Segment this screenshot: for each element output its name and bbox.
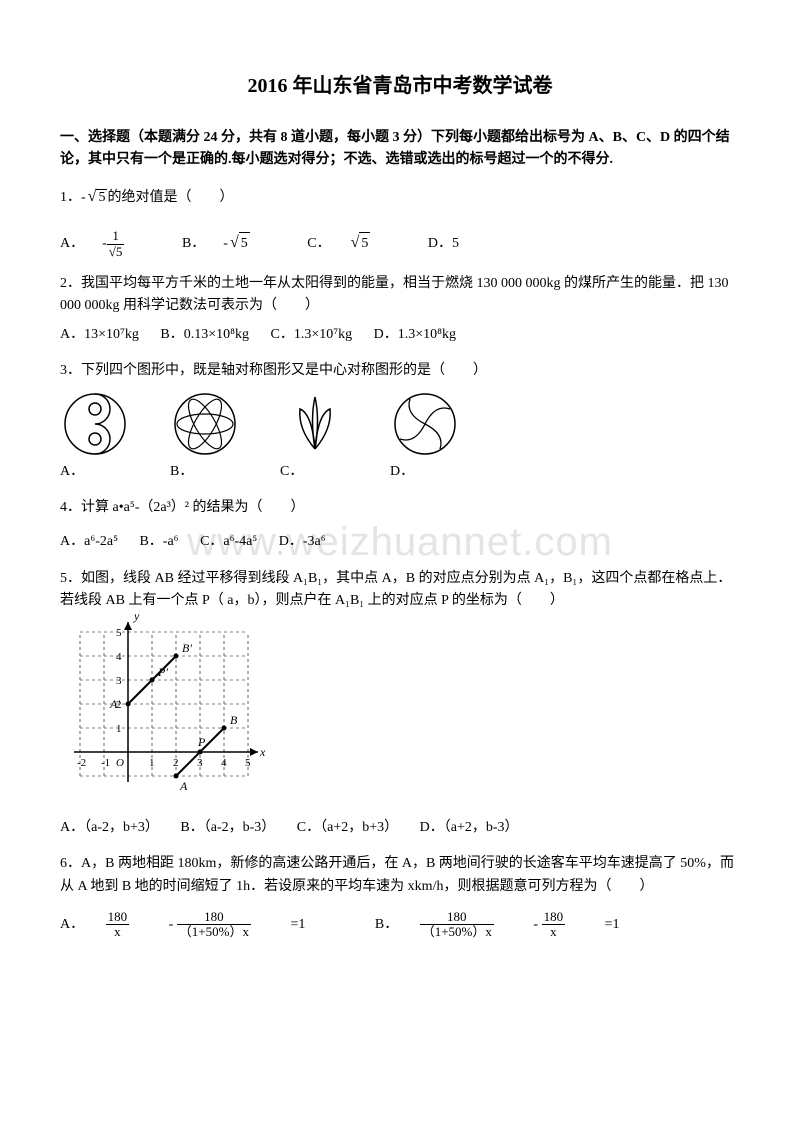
- q4-opt-d: D．-3a⁶: [279, 531, 326, 553]
- question-6: 6．A，B 两地相距 180km，新修的高速公路开通后，在 A，B 两地间行驶的…: [60, 853, 740, 939]
- svg-text:P: P: [197, 735, 206, 749]
- q6-a-label: A．: [60, 914, 84, 936]
- q1-sqrt-val: 5: [96, 189, 107, 205]
- q6-f4-num: 180: [542, 910, 566, 925]
- q4-opt-a: A．a⁶-2a⁵: [60, 531, 118, 553]
- q3-opt-b: B．: [170, 464, 193, 479]
- q3-icon-c: [280, 389, 350, 459]
- q1-opt-d: D．5: [428, 233, 459, 255]
- q2-opt-d: D．1.3×10⁸kg: [374, 324, 456, 346]
- q1-suffix: 的绝对值是（ ）: [107, 190, 233, 205]
- q6-f3-den: （1+50%）x: [420, 925, 494, 939]
- svg-text:B': B': [182, 641, 192, 655]
- svg-text:B: B: [230, 713, 238, 727]
- svg-text:1: 1: [149, 757, 155, 769]
- q1-c-val: 5: [359, 232, 370, 255]
- q5-figure: -2-11234512345OxyABPA'B'P': [60, 612, 280, 802]
- q6-f4-den: x: [542, 925, 566, 939]
- svg-text:-2: -2: [77, 757, 86, 769]
- q2-opt-c: C．1.3×10⁷kg: [271, 324, 353, 346]
- q3-opt-a: A．: [60, 464, 84, 479]
- svg-text:3: 3: [116, 675, 122, 687]
- q6-stem: 6．A，B 两地相距 180km，新修的高速公路开通后，在 A，B 两地间行驶的…: [60, 853, 740, 898]
- page-title: 2016 年山东省青岛市中考数学试卷: [60, 70, 740, 102]
- svg-text:-1: -1: [101, 757, 110, 769]
- q1-b-label: B．: [182, 233, 205, 255]
- q6-opt-b: B． 180（1+50%）x - 180x =1: [375, 910, 638, 940]
- question-1: 1．-5的绝对值是（ ） A．-1√5 B．-5 C．5 D．5: [60, 184, 740, 259]
- q2-opt-a: A．13×10⁷kg: [60, 324, 139, 346]
- q1-b-val: 5: [239, 232, 250, 255]
- q6-f1-num: 180: [106, 910, 130, 925]
- section-intro: 一、选择题（本题满分 24 分，共有 8 道小题，每小题 3 分）下列每小题都给…: [60, 127, 740, 172]
- q6-eq1-rhs: =1: [290, 914, 305, 936]
- q1-c-label: C．: [307, 233, 330, 255]
- q6-opt-a: A． 180x - 180（1+50%）x =1: [60, 910, 323, 940]
- q1-a-label: A．: [60, 233, 84, 255]
- svg-text:P': P': [157, 665, 168, 679]
- q6-eq2-rhs: =1: [605, 914, 620, 936]
- question-5: 5．如图，线段 AB 经过平移得到线段 A₁B₁，其中点 A，B 的对应点分别为…: [60, 568, 740, 840]
- q1-opt-b: B．-5: [182, 230, 286, 256]
- svg-text:2: 2: [173, 757, 179, 769]
- q3-opt-d: D．: [390, 464, 414, 479]
- q2-opt-b: B．0.13×10⁸kg: [160, 324, 249, 346]
- svg-text:1: 1: [116, 723, 122, 735]
- question-4: 4．计算 a•a⁵-（2a³）² 的结果为（ ） A．a⁶-2a⁵ B．-a⁶ …: [60, 497, 740, 554]
- svg-text:x: x: [259, 745, 266, 759]
- q4-opt-b: B．-a⁶: [139, 531, 178, 553]
- q3-opt-c: C．: [280, 464, 303, 479]
- svg-text:A': A': [109, 697, 120, 711]
- svg-text:O: O: [116, 757, 124, 769]
- q6-b-label: B．: [375, 914, 398, 936]
- q6-f3-num: 180: [420, 910, 494, 925]
- q5-opt-d: D．（a+2，b-3）: [420, 817, 519, 839]
- q3-icon-b: [170, 389, 240, 459]
- q5-opt-c: C．（a+2，b+3）: [297, 817, 398, 839]
- svg-text:3: 3: [197, 757, 203, 769]
- question-2: 2．我国平均每平方千米的土地一年从太阳得到的能量，相当于燃烧 130 000 0…: [60, 273, 740, 346]
- q5-stem: 5．如图，线段 AB 经过平移得到线段 A₁B₁，其中点 A，B 的对应点分别为…: [60, 568, 740, 613]
- q6-f1-den: x: [106, 925, 130, 939]
- q4-stem: 4．计算 a•a⁵-（2a³）² 的结果为（ ）: [60, 497, 740, 519]
- q6-f2-den: （1+50%）x: [177, 925, 251, 939]
- q5-opt-a: A．（a-2，b+3）: [60, 817, 159, 839]
- q2-stem: 2．我国平均每平方千米的土地一年从太阳得到的能量，相当于燃烧 130 000 0…: [60, 273, 740, 318]
- q3-icon-d: [390, 389, 460, 459]
- svg-text:5: 5: [116, 627, 122, 639]
- svg-text:y: y: [133, 612, 140, 623]
- q4-opt-c: C．a⁶-4a⁵: [200, 531, 257, 553]
- q3-stem: 3．下列四个图形中，既是轴对称图形又是中心对称图形的是（ ）: [60, 360, 740, 382]
- q6-f2-num: 180: [177, 910, 251, 925]
- q3-icon-a: [60, 389, 130, 459]
- svg-text:5: 5: [245, 757, 251, 769]
- svg-text:4: 4: [221, 757, 227, 769]
- question-3: 3．下列四个图形中，既是轴对称图形又是中心对称图形的是（ ） A．: [60, 360, 740, 483]
- q5-opt-b: B．（a-2，b-3）: [180, 817, 275, 839]
- svg-text:4: 4: [116, 651, 122, 663]
- q1-opt-a: A．-1√5: [60, 229, 160, 259]
- svg-text:A: A: [179, 779, 188, 793]
- q1-opt-c: C． 5: [307, 230, 406, 256]
- q1-prefix: 1．: [60, 190, 81, 205]
